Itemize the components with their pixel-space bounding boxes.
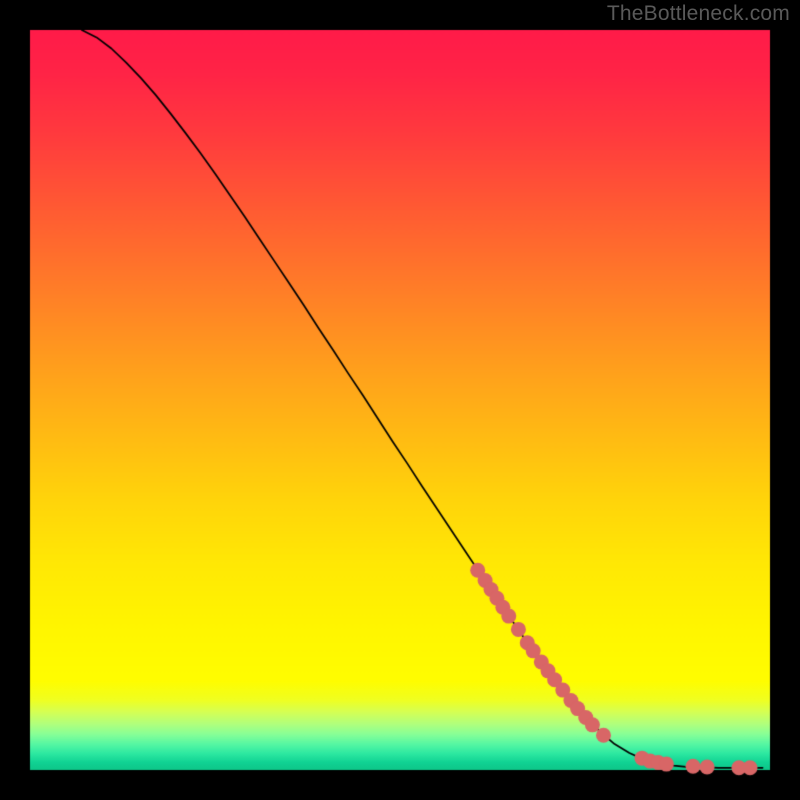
chart-canvas — [0, 0, 800, 800]
watermark-text: TheBottleneck.com — [607, 2, 790, 26]
